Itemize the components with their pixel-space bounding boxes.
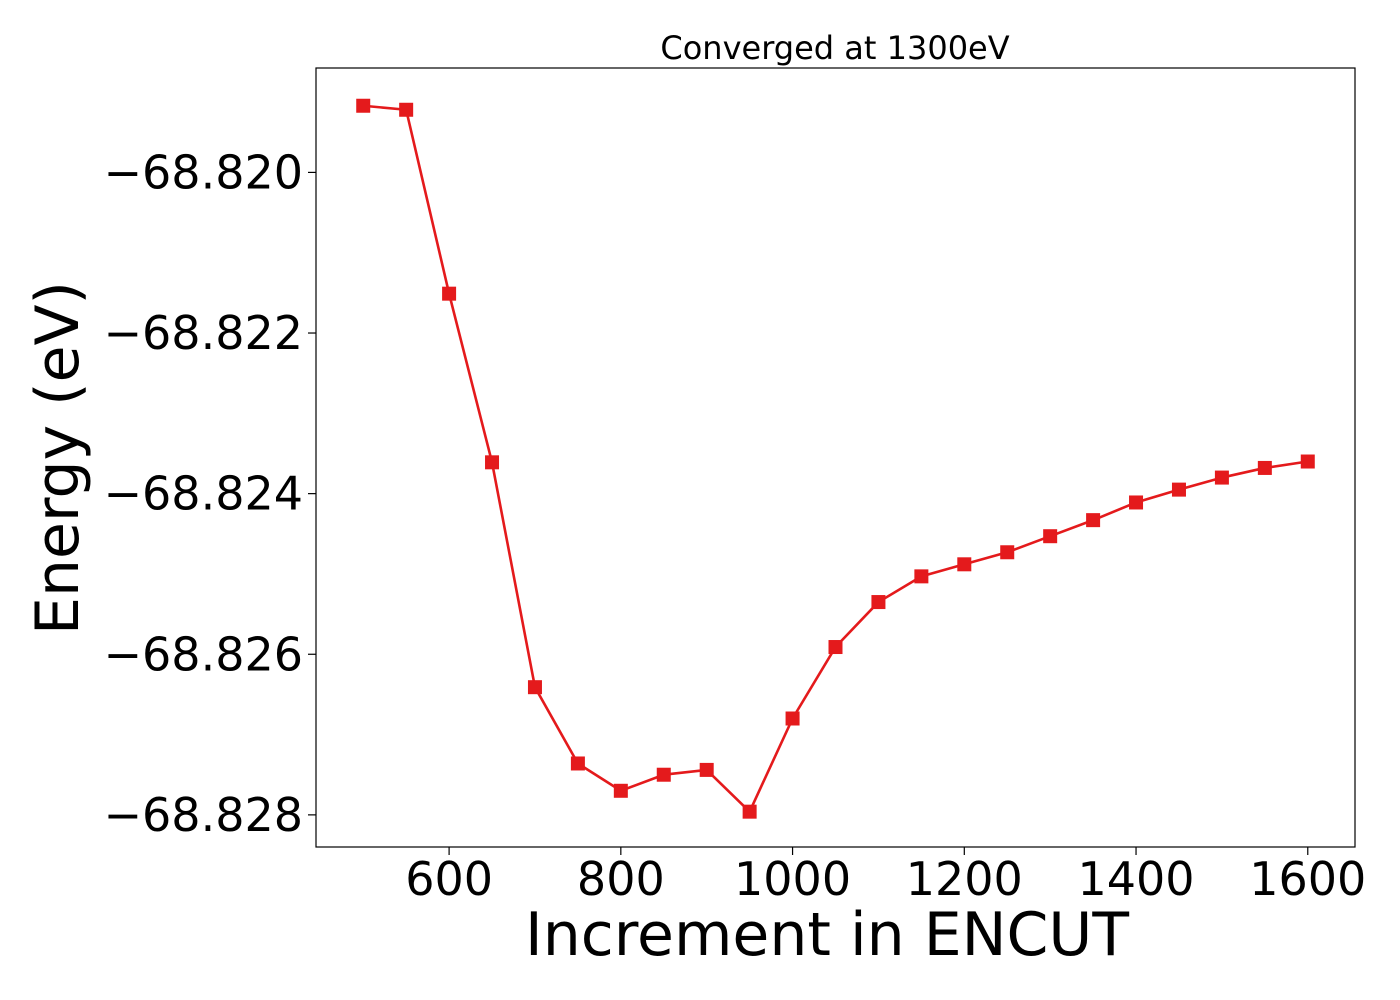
data-point-marker — [442, 286, 457, 301]
x-tick-label: 1200 — [906, 852, 1023, 906]
x-tick-label: 600 — [405, 852, 493, 906]
data-point-marker — [828, 640, 843, 655]
plot-area — [356, 98, 1315, 819]
x-tick-label: 1400 — [1077, 852, 1194, 906]
x-tick-label: 800 — [577, 852, 665, 906]
data-point-marker — [613, 783, 628, 798]
data-point-marker — [399, 102, 414, 117]
y-tick-label: −68.828 — [104, 788, 304, 842]
data-point-marker — [1257, 460, 1272, 475]
x-tick-label: 1600 — [1249, 852, 1366, 906]
y-axis-label: Energy (eV) — [23, 281, 93, 635]
chart-title: Converged at 1300eV — [660, 29, 1009, 67]
data-point-marker — [1000, 545, 1015, 560]
data-point-marker — [485, 455, 500, 470]
y-tick-label: −68.824 — [104, 467, 304, 521]
plot-frame — [315, 67, 1356, 848]
x-tick-label: 1000 — [734, 852, 851, 906]
data-point-marker — [699, 762, 714, 777]
y-tick-label: −68.820 — [104, 145, 304, 199]
data-point-marker — [871, 595, 886, 610]
data-point-marker — [356, 98, 371, 113]
y-tick-label: −68.826 — [104, 627, 304, 681]
y-axis: −68.820 −68.822 −68.824 −68.826 −68.828 — [104, 145, 316, 842]
data-point-marker — [656, 767, 671, 782]
data-point-marker — [1129, 495, 1144, 510]
data-point-marker — [742, 804, 757, 819]
y-tick-label: −68.822 — [104, 306, 304, 360]
x-axis: 600 800 1000 1200 1400 1600 — [405, 847, 1366, 906]
data-point-marker — [1300, 454, 1315, 469]
x-axis-label: Increment in ENCUT — [525, 900, 1129, 970]
data-point-marker — [527, 680, 542, 695]
data-point-marker — [1214, 470, 1229, 485]
data-point-marker — [914, 569, 929, 584]
data-point-marker — [1043, 529, 1058, 544]
data-point-marker — [957, 557, 972, 572]
data-point-marker — [785, 711, 800, 726]
data-point-marker — [1086, 513, 1101, 528]
data-point-marker — [570, 756, 585, 771]
data-point-marker — [1171, 482, 1186, 497]
